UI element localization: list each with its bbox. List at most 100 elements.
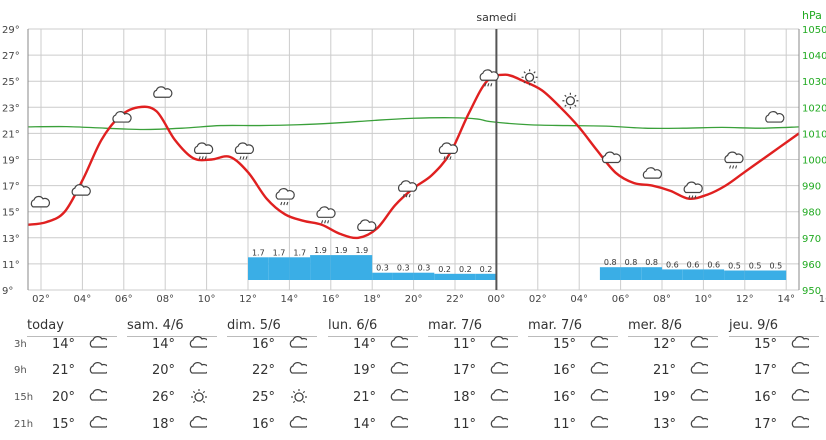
- precip-label: 0.6: [707, 260, 720, 269]
- rain-icon-glyph: [390, 362, 408, 376]
- sun-icon: [191, 389, 207, 403]
- y-left-tick-label: 17°: [2, 182, 20, 193]
- rain-drop: [280, 201, 283, 206]
- forecast-temperature: 20°: [52, 390, 76, 405]
- cloud-icon-glyph: [289, 362, 307, 374]
- cloud-shape: [590, 336, 608, 348]
- precip-label: 0.8: [645, 258, 658, 267]
- sun-ray: [523, 71, 526, 74]
- cloud-icon-glyph: [189, 362, 207, 374]
- forecast-day-header: jeu. 9/6: [729, 314, 819, 337]
- precip-label: 0.8: [625, 258, 638, 267]
- cloud-icon-glyph: [189, 416, 207, 428]
- rain-icon-glyph: [289, 416, 307, 430]
- rain-icon: [490, 389, 508, 403]
- cloud-icon-glyph: [490, 416, 508, 428]
- cloud-shape: [490, 389, 508, 401]
- cloud-icon: [189, 362, 207, 374]
- rain-drop: [245, 156, 248, 160]
- y-right-unit: hPa: [802, 9, 822, 22]
- x-tick-label: 04°: [74, 294, 92, 305]
- y-right-tick-label: 990: [802, 182, 821, 193]
- cloud-shape: [153, 86, 173, 98]
- y-right-tick-label: 1010: [802, 129, 826, 140]
- x-tick-label: 22°: [446, 294, 464, 305]
- forecast-temperature: 26°: [152, 390, 176, 405]
- cloud-icon-glyph: [89, 362, 107, 374]
- precip-bar: [289, 257, 311, 280]
- sun-ray: [574, 94, 577, 97]
- sun-ray: [533, 81, 536, 84]
- rain-icon: [234, 142, 255, 160]
- rain-drop: [402, 194, 405, 198]
- sun-icon: [562, 92, 579, 109]
- rain-drop: [729, 165, 732, 169]
- forecast-temperature: 16°: [252, 337, 276, 352]
- precip-bar: [372, 272, 393, 280]
- rain-icon: [390, 362, 408, 376]
- x-tick-label: 12°: [239, 294, 257, 305]
- precip-label: 0.5: [749, 262, 762, 271]
- cloud-shape: [490, 416, 508, 428]
- precip-bar: [455, 273, 476, 280]
- y-right-tick-label: 960: [802, 260, 821, 271]
- cloud-shape: [390, 336, 408, 348]
- precip-bar: [268, 257, 290, 280]
- cloud-shape: [490, 362, 508, 374]
- y-right-tick-label: 1050: [802, 25, 826, 36]
- forecast-day-header: mer. 8/6: [628, 314, 718, 337]
- forecast-temperature: 16°: [252, 417, 276, 432]
- forecast-temperature: 25°: [252, 390, 276, 405]
- y-left-tick-label: 9°: [2, 286, 13, 297]
- rain-drop: [327, 220, 330, 224]
- rain-icon: [590, 416, 608, 430]
- x-tick-label: 00°: [488, 294, 506, 305]
- cloud-shape: [397, 180, 418, 192]
- cloud-shape: [690, 336, 708, 348]
- precip-bar: [413, 272, 435, 280]
- precip-label: 0.5: [769, 262, 782, 271]
- precip-label: 0.2: [438, 265, 451, 274]
- y-right-tick-label: 950: [802, 286, 821, 297]
- y-left-tick-label: 23°: [2, 103, 20, 114]
- forecast-day-label: mer. 8/6: [628, 318, 682, 333]
- rain-drop: [321, 220, 324, 224]
- precip-bar: [248, 257, 269, 280]
- rain-icon: [590, 336, 608, 350]
- precip-bar: [475, 273, 497, 280]
- precip-bar: [682, 269, 704, 280]
- precip-label: 0.3: [418, 264, 431, 273]
- cloud-shape: [390, 389, 408, 401]
- y-right-tick-label: 1020: [802, 103, 826, 114]
- cloud-shape: [289, 336, 307, 348]
- cloud-shape: [112, 111, 132, 123]
- rain-drop: [408, 194, 411, 198]
- x-tick-label: 02°: [529, 294, 547, 305]
- rain-drop: [198, 156, 201, 160]
- sun-core: [524, 72, 535, 82]
- forecast-day-label: today: [27, 318, 64, 333]
- moon-cloud-icon-glyph: [690, 416, 708, 428]
- cloud-icon-glyph: [390, 336, 408, 348]
- sun-ray: [292, 400, 296, 403]
- chart-grid: [28, 28, 799, 291]
- sun-ray: [574, 104, 577, 107]
- rain-drop: [732, 165, 735, 169]
- forecast-temperature: 15°: [52, 417, 76, 432]
- forecast-temperature: 14°: [353, 337, 377, 352]
- forecast-hour-label: 9h: [14, 365, 27, 376]
- cloud-icon-glyph: [791, 416, 809, 428]
- cloud-icon: [30, 195, 51, 208]
- sun-ray: [302, 390, 306, 394]
- y-left-tick-label: 13°: [2, 234, 20, 245]
- cloud-shape: [193, 142, 214, 154]
- precip-label: 1.7: [293, 248, 306, 257]
- cloud-shape: [590, 389, 608, 401]
- forecast-temperature: 14°: [353, 417, 377, 432]
- precip-label: 1.7: [252, 248, 265, 257]
- precip-label: 0.6: [687, 260, 700, 269]
- rain-drop: [688, 195, 691, 199]
- chart-axes: 02° 04° 06° 08° 10° 12° 14° 16° 18° 20° 22° 00° 02° 0…: [2, 9, 826, 305]
- rain-icon-glyph: [590, 416, 608, 430]
- forecast-day-header: sam. 4/6: [127, 314, 217, 337]
